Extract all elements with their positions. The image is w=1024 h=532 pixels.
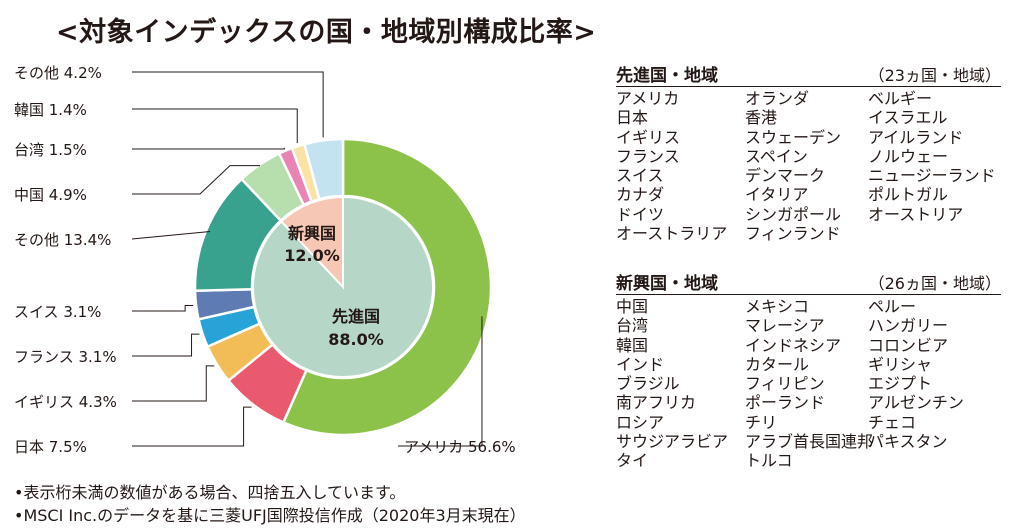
slice-label: スイス 3.1% xyxy=(14,303,101,321)
footnote-rounding: •表示桁未満の数値がある場合、四捨五入しています。 xyxy=(14,483,406,502)
country-item: カナダ xyxy=(616,185,665,205)
country-item: タイ xyxy=(616,451,649,471)
country-item: アラブ首長国連邦 xyxy=(745,432,874,452)
developed-col-2: オランダ 香港 スウェーデン スペイン デンマーク イタリア シンガポール フィンランド xyxy=(745,89,841,243)
country-item: ベルギー xyxy=(868,89,933,108)
developed-title: 先進国・地域 xyxy=(616,66,718,86)
inner-slice-label: 12.0% xyxy=(284,246,340,265)
slice-label: アメリカ 56.6% xyxy=(404,438,516,456)
country-item: 南アフリカ xyxy=(616,393,697,413)
country-item: ポーランド xyxy=(745,393,826,413)
slice-label: フランス 3.1% xyxy=(14,348,117,366)
leader-line xyxy=(132,406,252,447)
country-item: 韓国 xyxy=(616,335,649,355)
country-item: マレーシア xyxy=(745,316,825,336)
emerging-col-2: メキシコ マレーシア インドネシア カタール フィリピン ポーランド チリ アラブ首長国連邦ト… xyxy=(745,297,873,471)
country-item: チェコ xyxy=(868,412,917,432)
country-item: ペルー xyxy=(868,297,917,316)
country-item: ポルトガル xyxy=(868,185,949,205)
country-item: ギリシャ xyxy=(868,354,933,374)
country-item: ロシア xyxy=(616,412,665,432)
developed-header: 先進国・地域 （23ヵ国・地域） xyxy=(616,60,1001,87)
inner-slice xyxy=(279,195,344,290)
country-item: チリ xyxy=(745,412,778,432)
developed-panel: 先進国・地域 （23ヵ国・地域） アメリカ 日本 イギリス フランス スイス カナダ ドイツ… xyxy=(616,60,1001,243)
leader-line xyxy=(132,304,194,312)
country-item: カタール xyxy=(745,354,810,374)
leader-line xyxy=(398,316,483,447)
emerging-count: （26ヵ国・地域） xyxy=(868,274,1001,293)
slice-label: その他 13.4% xyxy=(14,231,111,249)
country-item: オーストラリア xyxy=(616,224,728,244)
chart-title: <対象インデックスの国・地域別構成比率> xyxy=(56,17,597,48)
developed-col-1: アメリカ 日本 イギリス フランス スイス カナダ ドイツ オーストラリア xyxy=(616,89,727,243)
country-item: ノルウェー xyxy=(868,146,949,166)
country-item: サウジアラビア xyxy=(616,432,729,452)
country-item: フィンランド xyxy=(745,224,841,244)
country-item: エジプト xyxy=(868,374,933,394)
country-item: インドネシア xyxy=(745,335,842,355)
country-item: コロンビア xyxy=(868,335,949,355)
leader-line xyxy=(132,165,260,195)
country-item: ハンガリー xyxy=(868,316,949,336)
slice-label: その他 4.2% xyxy=(14,64,102,82)
country-item: スウェーデン xyxy=(745,127,842,147)
country-item: トルコ xyxy=(745,451,793,471)
country-item: ブラジル xyxy=(616,374,680,394)
country-item: オーストリア xyxy=(868,204,964,224)
inner-slice-label: 先進国 xyxy=(332,307,380,326)
leader-line xyxy=(132,333,200,357)
country-item: メキシコ xyxy=(745,297,810,316)
country-item: ドイツ xyxy=(616,204,665,224)
leader-line xyxy=(132,147,285,150)
emerging-title: 新興国・地域 xyxy=(616,274,718,294)
country-item: フランス xyxy=(616,146,680,166)
country-item: 中国 xyxy=(616,297,649,316)
country-item: 香港 xyxy=(745,108,778,128)
country-item: デンマーク xyxy=(745,166,826,186)
inner-slice-label: 新興国 xyxy=(288,224,336,243)
leader-line xyxy=(132,365,215,402)
country-item: 台湾 xyxy=(616,316,649,336)
slice-label: 中国 4.9% xyxy=(14,186,87,204)
slice-label: イギリス 4.3% xyxy=(14,393,117,411)
country-item: アメリカ xyxy=(616,89,680,108)
slice-label: 韓国 1.4% xyxy=(14,101,87,119)
inner-slice-label: 88.0% xyxy=(328,330,384,349)
footnotes: •表示桁未満の数値がある場合、四捨五入しています。 •MSCI Inc.のデータ… xyxy=(14,481,526,527)
emerging-col-3: ペルー ハンガリー コロンビア ギリシャ エジプト アルゼンチン チェコ パキスタン xyxy=(868,297,964,451)
developed-count: （23ヵ国・地域） xyxy=(868,66,1001,85)
leader-line xyxy=(132,71,324,138)
composition-pie-chart: 先進国 88.0% 新興国 12.0% アメリカ 56.6% 日本 7.5% イギリス 4.… xyxy=(14,64,516,456)
country-item: アイルランド xyxy=(868,127,964,147)
emerging-header: 新興国・地域 （26ヵ国・地域） xyxy=(616,268,1001,295)
country-item: 日本 xyxy=(616,108,649,128)
country-item: ニュージーランド xyxy=(868,166,996,186)
developed-col-3: ベルギー イスラエル アイルランド ノルウェー ニュージーランド ポルトガル オーストリア xyxy=(868,89,996,224)
emerging-panel: 新興国・地域 （26ヵ国・地域） 中国 台湾 韓国 インド ブラジル 南アフリカ ロシア サウ… xyxy=(616,268,1001,470)
country-item: パキスタン xyxy=(868,432,948,452)
country-item: シンガポール xyxy=(745,204,842,224)
emerging-col-1: 中国 台湾 韓国 インド ブラジル 南アフリカ ロシア サウジアラビア タイ xyxy=(616,297,728,471)
country-item: スイス xyxy=(616,166,664,186)
country-item: イスラエル xyxy=(868,108,948,128)
leader-line xyxy=(132,108,298,144)
country-item: フィリピン xyxy=(745,374,825,394)
slice-label: 台湾 1.5% xyxy=(14,141,87,159)
leader-line xyxy=(131,230,211,240)
country-item: アルゼンチン xyxy=(868,393,964,413)
country-item: オランダ xyxy=(745,89,810,108)
country-item: スペイン xyxy=(745,146,808,166)
footnote-source: •MSCI Inc.のデータを基に三菱UFJ国際投信作成（2020年3月末現在） xyxy=(14,506,526,525)
country-item: イタリア xyxy=(745,185,809,205)
country-item: イギリス xyxy=(616,127,681,147)
slice-label: 日本 7.5% xyxy=(14,438,87,456)
country-item: インド xyxy=(616,354,665,374)
